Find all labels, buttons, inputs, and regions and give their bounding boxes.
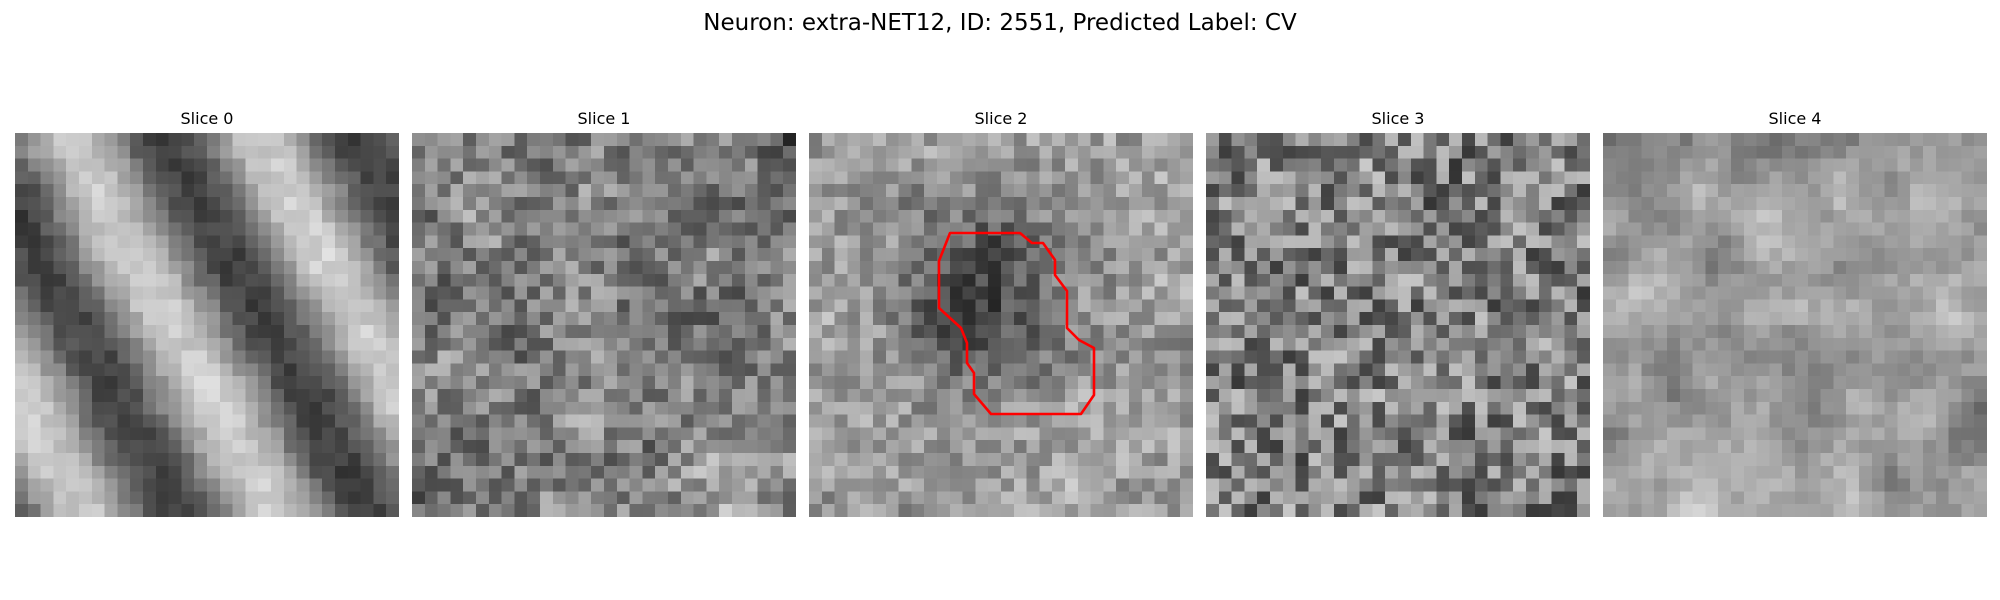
slice-image [809,133,1193,517]
slice-panel-2: Slice 2 [809,108,1193,517]
slice-image [1206,133,1590,517]
slice-title: Slice 4 [1768,109,1822,128]
slice-image [15,133,399,517]
slice-title: Slice 0 [180,109,234,128]
slice-panel-0: Slice 0 [15,108,399,517]
slice-panel-1: Slice 1 [412,108,796,517]
slice-title: Slice 1 [577,109,631,128]
slice-title: Slice 3 [1371,109,1425,128]
slice-panel-4: Slice 4 [1603,108,1987,517]
slice-image [412,133,796,517]
figure-title: Neuron: extra-NET12, ID: 2551, Predicted… [703,10,1297,36]
slice-title: Slice 2 [974,109,1028,128]
slice-image [1603,133,1987,517]
slice-panel-3: Slice 3 [1206,108,1590,517]
